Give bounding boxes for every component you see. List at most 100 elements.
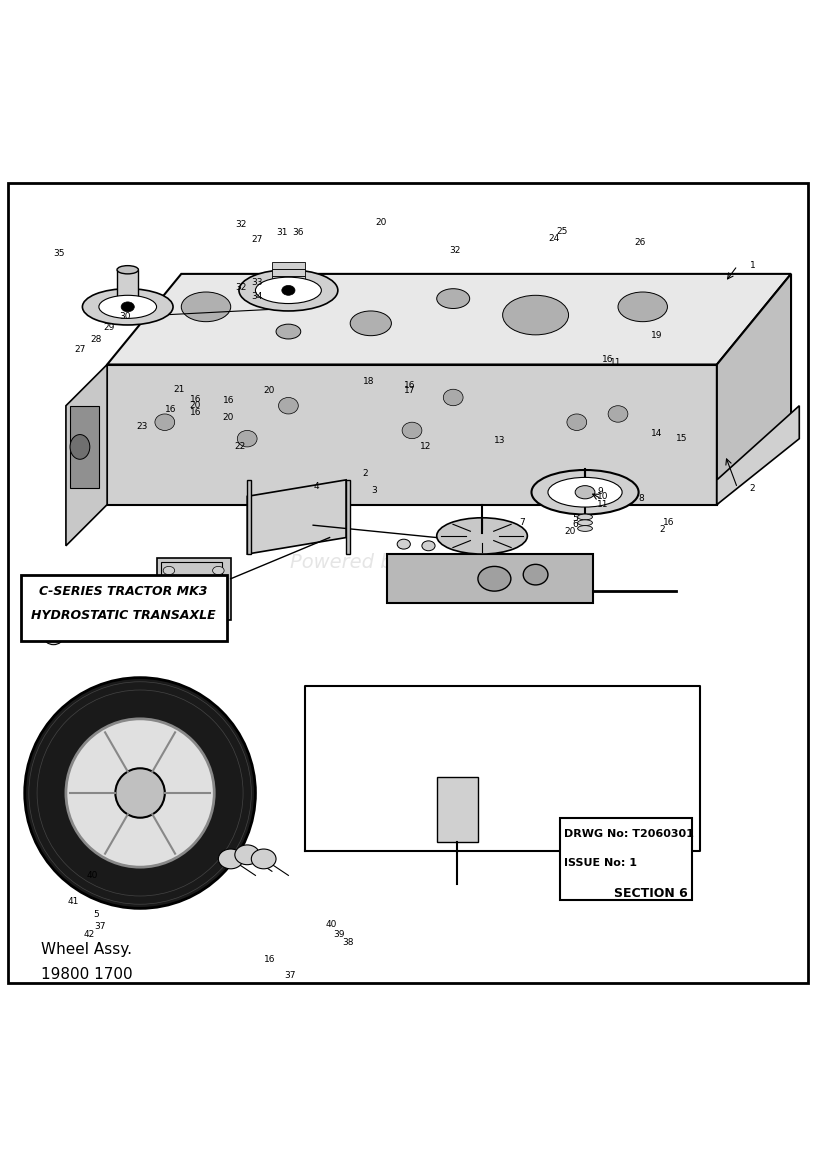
Ellipse shape	[239, 270, 338, 311]
Ellipse shape	[350, 311, 391, 336]
Text: 37: 37	[95, 922, 106, 931]
Bar	[560, 818, 692, 900]
Text: 11: 11	[610, 358, 621, 367]
Ellipse shape	[237, 431, 257, 447]
Text: 14: 14	[651, 430, 662, 438]
Text: 28: 28	[91, 336, 102, 344]
Text: 33: 33	[251, 277, 263, 286]
Text: 16: 16	[190, 394, 201, 404]
Text: Wheel Assy.: Wheel Assy.	[41, 942, 132, 957]
Ellipse shape	[218, 849, 243, 869]
Text: 5: 5	[93, 910, 99, 918]
Ellipse shape	[163, 603, 175, 612]
Ellipse shape	[213, 603, 224, 612]
Bar	[272, 276, 305, 282]
Text: 2: 2	[659, 525, 665, 534]
Text: 24: 24	[548, 234, 559, 243]
Text: 7: 7	[519, 518, 525, 527]
Text: 30: 30	[119, 312, 131, 322]
Text: 6: 6	[573, 520, 578, 528]
Ellipse shape	[548, 478, 622, 507]
Text: 19: 19	[651, 331, 662, 340]
Ellipse shape	[255, 277, 321, 304]
Text: 20: 20	[375, 218, 386, 228]
Text: 34: 34	[251, 291, 263, 301]
Text: 27: 27	[74, 345, 86, 355]
Ellipse shape	[115, 768, 165, 818]
Ellipse shape	[402, 423, 422, 439]
Ellipse shape	[618, 292, 667, 322]
Text: 20: 20	[222, 413, 234, 421]
Text: 20: 20	[190, 402, 201, 410]
Text: 16: 16	[165, 405, 176, 414]
Ellipse shape	[437, 518, 527, 554]
Polygon shape	[107, 274, 791, 364]
Text: 23: 23	[136, 421, 147, 431]
Ellipse shape	[422, 541, 435, 551]
Ellipse shape	[437, 289, 470, 309]
Text: 37: 37	[284, 971, 296, 980]
Text: 39: 39	[334, 930, 345, 939]
Text: 16: 16	[264, 954, 275, 964]
Text: 32: 32	[449, 247, 461, 255]
Polygon shape	[107, 364, 717, 505]
Text: 5: 5	[573, 514, 578, 524]
Text: 38: 38	[342, 938, 353, 947]
Bar	[117, 270, 138, 303]
Text: 19800 1700: 19800 1700	[41, 966, 133, 981]
Text: 1: 1	[750, 261, 756, 270]
Ellipse shape	[52, 620, 72, 636]
Ellipse shape	[99, 296, 157, 318]
Text: DRWG No: T2060301: DRWG No: T2060301	[564, 829, 695, 839]
Bar	[161, 562, 222, 616]
Text: 2: 2	[363, 468, 368, 478]
Polygon shape	[717, 274, 791, 505]
Ellipse shape	[60, 612, 80, 628]
Ellipse shape	[578, 526, 592, 532]
Ellipse shape	[44, 628, 63, 645]
Polygon shape	[437, 776, 478, 843]
Ellipse shape	[66, 718, 214, 868]
Ellipse shape	[282, 285, 295, 296]
Text: 41: 41	[68, 897, 79, 906]
Ellipse shape	[531, 470, 639, 514]
Text: 12: 12	[420, 443, 432, 452]
Text: 4: 4	[313, 483, 319, 491]
Text: 18: 18	[363, 377, 374, 386]
Polygon shape	[387, 554, 593, 603]
Text: ISSUE No: 1: ISSUE No: 1	[564, 858, 638, 868]
Text: 15: 15	[676, 434, 687, 443]
Ellipse shape	[181, 292, 231, 322]
Ellipse shape	[279, 398, 298, 414]
Text: 8: 8	[639, 494, 644, 504]
Text: 31: 31	[276, 228, 288, 237]
Ellipse shape	[575, 486, 595, 499]
Text: 25: 25	[556, 227, 568, 236]
Polygon shape	[717, 406, 799, 505]
Polygon shape	[66, 364, 107, 546]
Ellipse shape	[251, 849, 276, 869]
Text: 3: 3	[371, 486, 377, 495]
Bar	[272, 262, 305, 269]
Polygon shape	[247, 480, 346, 554]
Ellipse shape	[117, 265, 138, 274]
Bar	[70, 406, 99, 488]
Text: 42: 42	[84, 930, 96, 939]
Text: 2: 2	[750, 484, 756, 493]
Text: 16: 16	[602, 355, 613, 364]
Text: 22: 22	[235, 443, 246, 452]
Ellipse shape	[578, 520, 592, 526]
Text: 16: 16	[663, 518, 675, 527]
Text: 9: 9	[597, 487, 603, 495]
Text: 35: 35	[54, 249, 65, 258]
Ellipse shape	[68, 603, 88, 620]
Text: 17: 17	[404, 386, 415, 396]
Ellipse shape	[70, 434, 90, 459]
Text: HYDROSTATIC TRANSAXLE: HYDROSTATIC TRANSAXLE	[31, 609, 216, 622]
Text: 26: 26	[634, 238, 646, 247]
Ellipse shape	[578, 514, 592, 520]
Text: 20: 20	[564, 527, 576, 537]
Text: 32: 32	[235, 220, 246, 229]
Ellipse shape	[567, 414, 587, 431]
Text: 40: 40	[325, 920, 337, 930]
